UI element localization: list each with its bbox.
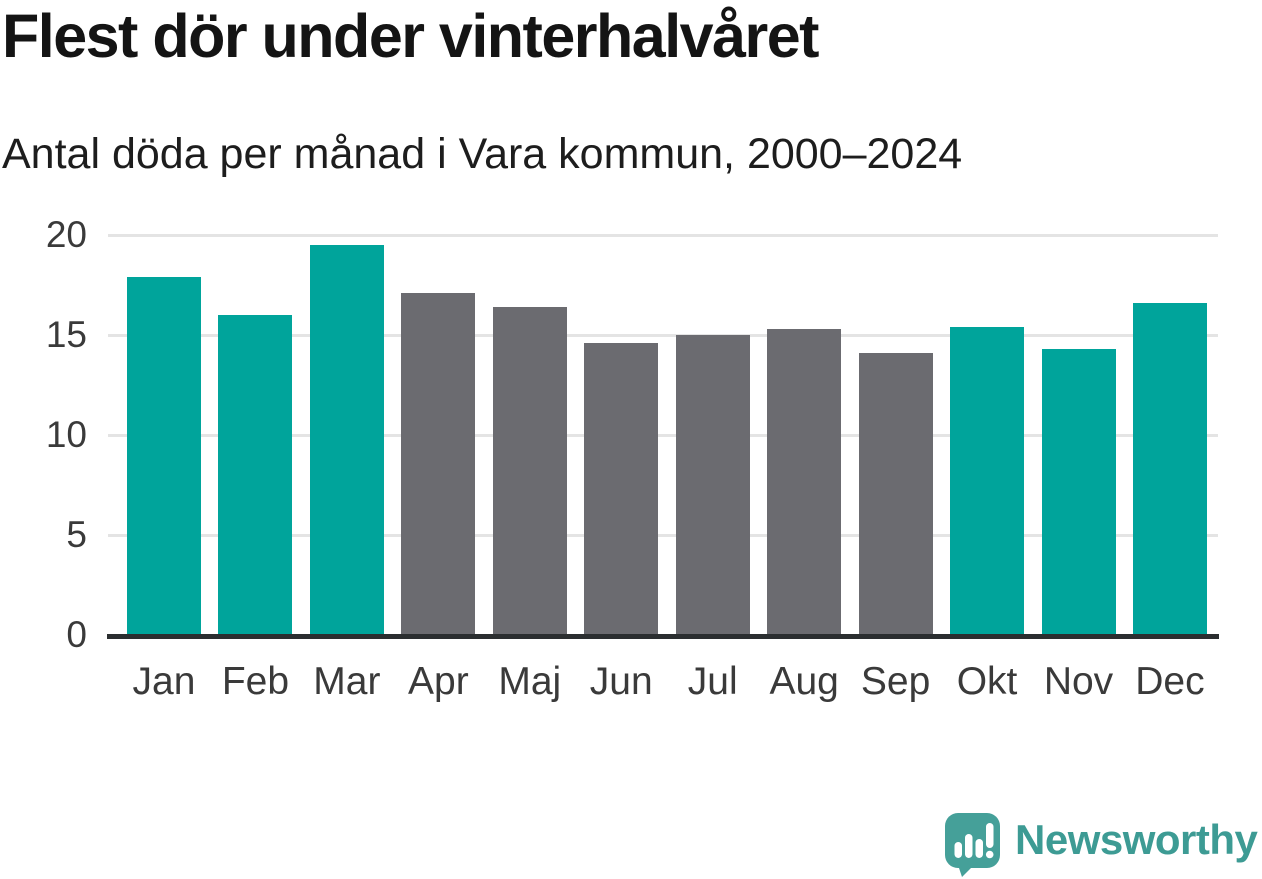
gridline-5	[108, 533, 1218, 537]
bar-chart-plot-area	[108, 233, 1218, 635]
x-tick-label-maj: Maj	[498, 660, 562, 703]
chart-title: Flest dör under vinterhalvåret	[2, 2, 820, 70]
bar-feb	[218, 315, 293, 635]
y-tick-label-0: 0	[66, 614, 87, 655]
newsworthy-logo: Newsworthy	[944, 812, 1258, 878]
bar-aug	[767, 329, 842, 635]
x-tick-label-mar: Mar	[313, 660, 381, 703]
y-tick-label-15: 15	[45, 314, 87, 355]
bar-apr	[401, 293, 476, 635]
gridline-15	[108, 333, 1218, 337]
y-tick-label-20: 20	[45, 214, 87, 255]
x-tick-label-sep: Sep	[860, 660, 931, 703]
gridline-10	[108, 433, 1218, 437]
x-tick-label-apr: Apr	[407, 660, 469, 703]
gridline-20	[108, 233, 1218, 237]
x-axis-line	[107, 634, 1219, 639]
bar-jun	[584, 343, 659, 635]
bar-nov	[1041, 349, 1116, 635]
newsworthy-logo-text: Newsworthy	[1015, 816, 1258, 863]
bar-mar	[309, 245, 384, 635]
chart-subtitle: Antal döda per månad i Vara kommun, 2000…	[2, 130, 963, 178]
bar-jan	[127, 277, 201, 635]
x-tick-label-dec: Dec	[1135, 660, 1205, 703]
bar-maj	[492, 307, 567, 635]
y-tick-label-10: 10	[45, 414, 87, 455]
x-tick-label-okt: Okt	[956, 660, 1018, 703]
bar-okt	[950, 327, 1025, 635]
x-tick-label-nov: Nov	[1043, 660, 1114, 703]
y-tick-label-5: 5	[66, 514, 87, 555]
x-tick-label-jun: Jun	[589, 660, 653, 703]
x-tick-label-feb: Feb	[221, 660, 290, 703]
bar-sep	[858, 353, 933, 635]
newsworthy-logo-icon	[945, 813, 1000, 877]
bar-dec	[1132, 303, 1207, 635]
x-tick-label-jul: Jul	[687, 660, 738, 703]
bar-jul	[675, 335, 750, 635]
x-tick-label-aug: Aug	[769, 660, 839, 703]
x-tick-label-jan: Jan	[132, 660, 196, 703]
